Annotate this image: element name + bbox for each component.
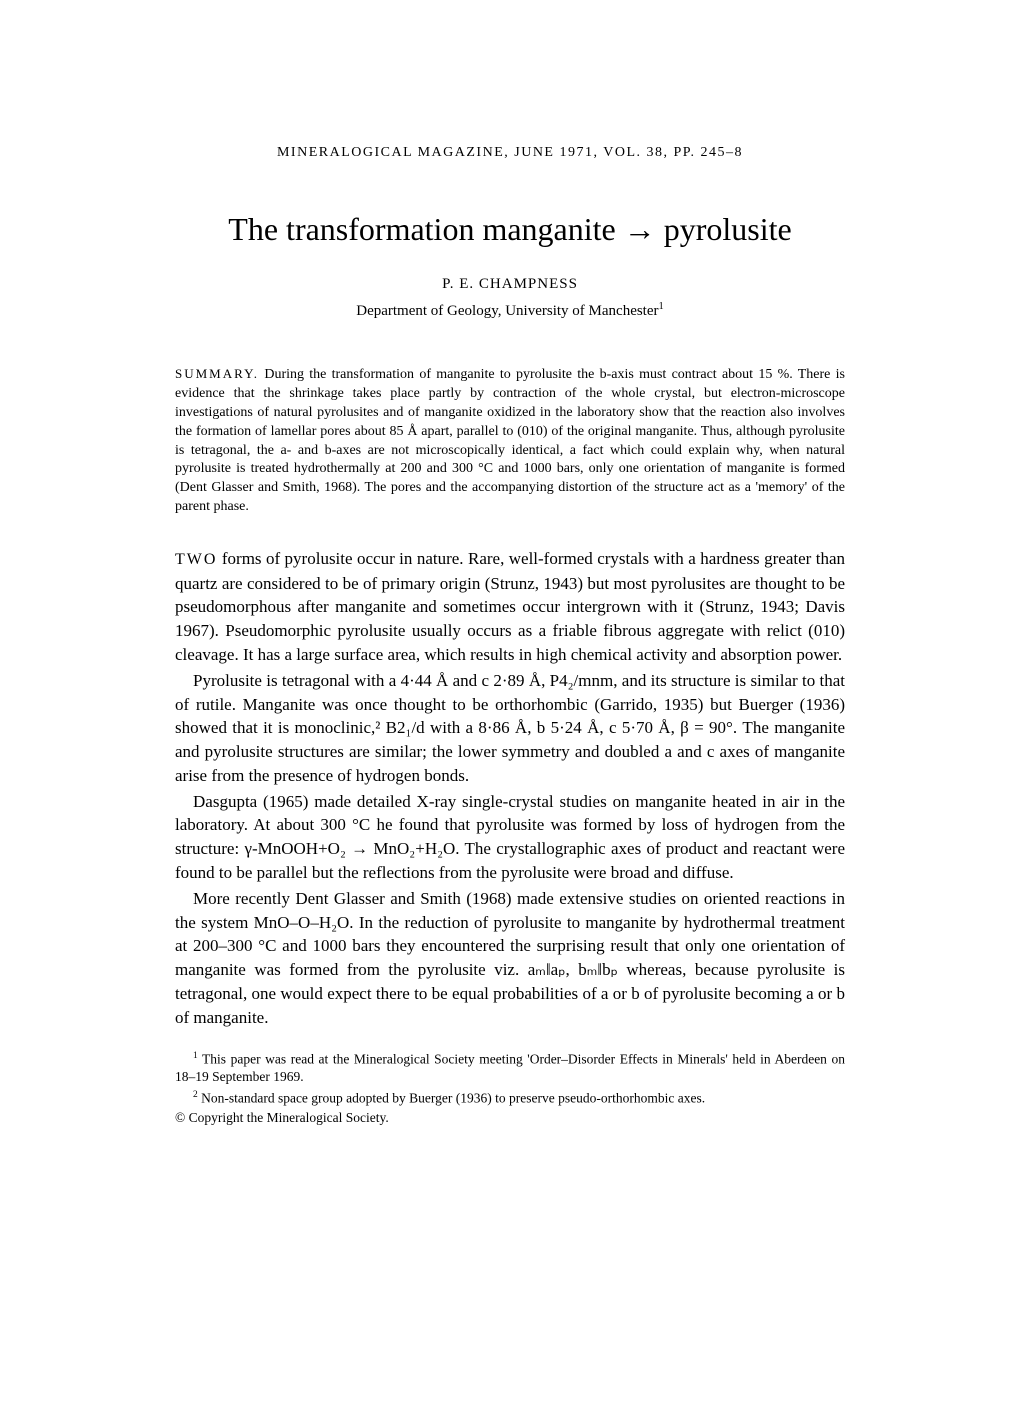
footnote1-text: This paper was read at the Mineralogical…: [175, 1051, 845, 1084]
body-paragraph-1: TWO forms of pyrolusite occur in nature.…: [175, 547, 845, 667]
dropcap: TWO: [175, 551, 217, 568]
footnotes-section: 1 This paper was read at the Mineralogic…: [175, 1050, 845, 1128]
body-paragraph-2: Pyrolusite is tetragonal with a 4·44 Å a…: [175, 669, 845, 788]
footnote-2: 2 Non-standard space group adopted by Bu…: [175, 1089, 845, 1108]
affiliation-text: Department of Geology, University of Man…: [356, 303, 658, 319]
article-title: The transformation manganite → pyrolusit…: [175, 211, 845, 248]
author-affiliation: Department of Geology, University of Man…: [175, 301, 845, 320]
summary-label: SUMMARY.: [175, 366, 259, 381]
footnote2-text: Non-standard space group adopted by Buer…: [198, 1090, 705, 1105]
body-paragraph-4: More recently Dent Glasser and Smith (19…: [175, 887, 845, 1030]
body-paragraph-3: Dasgupta (1965) made detailed X-ray sing…: [175, 790, 845, 885]
summary-text: During the transformation of manganite t…: [175, 367, 845, 514]
journal-header: MINERALOGICAL MAGAZINE, JUNE 1971, VOL. …: [175, 145, 845, 161]
author-name: P. E. CHAMPNESS: [175, 276, 845, 293]
footnote-1: 1 This paper was read at the Mineralogic…: [175, 1050, 845, 1087]
copyright-line: © Copyright the Mineralogical Society.: [175, 1109, 845, 1127]
para1-text: forms of pyrolusite occur in nature. Rar…: [175, 549, 845, 664]
affiliation-superscript: 1: [659, 301, 664, 312]
summary-section: SUMMARY. During the transformation of ma…: [175, 365, 845, 517]
